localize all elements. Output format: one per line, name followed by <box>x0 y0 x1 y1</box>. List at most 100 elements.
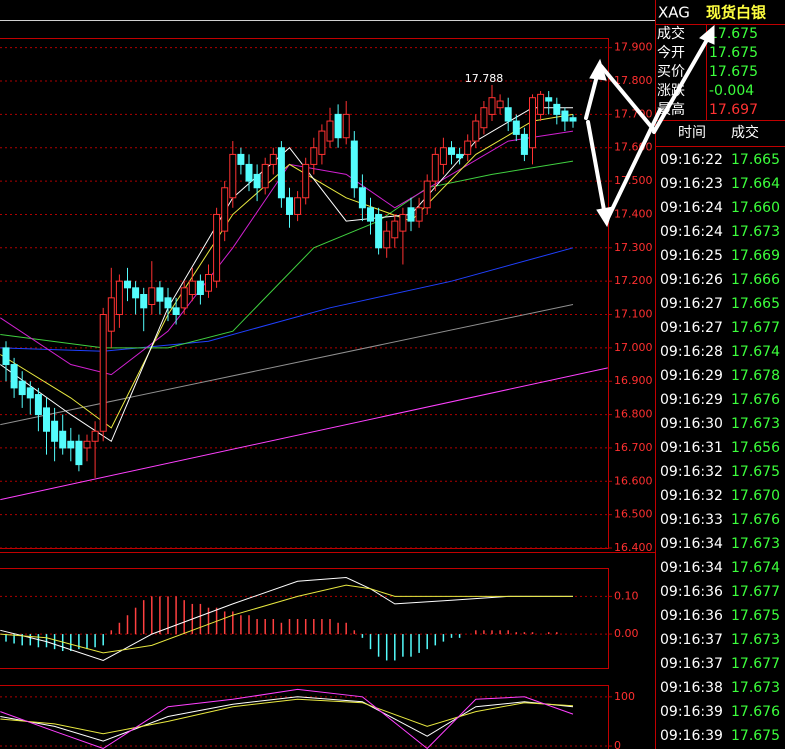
y-tick-label: 100 <box>614 690 635 703</box>
annotation: 17.788 <box>465 72 504 85</box>
candle-body <box>156 287 164 302</box>
trade-price: 17.677 <box>731 320 780 336</box>
candle-body <box>367 207 374 222</box>
candle-body <box>456 153 464 159</box>
trade-price: 17.665 <box>731 152 780 168</box>
trade-price: 17.673 <box>731 416 780 432</box>
trade-time: 09:16:29 <box>660 368 723 384</box>
candle-body <box>261 163 269 189</box>
y-tick-label: 17.900 <box>614 41 653 54</box>
trade-price: 17.674 <box>731 560 780 576</box>
trade-time: 09:16:23 <box>660 176 723 192</box>
candle-body <box>91 430 99 442</box>
candle-body <box>140 294 148 309</box>
candle-body <box>59 430 67 449</box>
candle-body <box>350 140 358 189</box>
candle-body <box>334 113 342 139</box>
candle-body <box>448 147 455 155</box>
candle-body <box>286 197 293 215</box>
trade-time: 09:16:38 <box>660 680 723 696</box>
trade-price: 17.669 <box>731 248 780 264</box>
candle-body <box>196 280 204 296</box>
candle-body <box>553 103 561 115</box>
y-tick-label: 17.400 <box>614 207 653 220</box>
candle-body <box>415 207 423 222</box>
y-tick-label: 17.200 <box>614 274 653 287</box>
quote-label: 买价 <box>657 64 685 80</box>
candle-body <box>34 394 42 416</box>
candle-body <box>83 440 91 449</box>
y-tick-label: 17.800 <box>614 74 653 87</box>
y-tick-label: 16.700 <box>614 441 653 454</box>
candle-body <box>180 287 188 309</box>
trade-price: 17.673 <box>731 632 780 648</box>
candle-body <box>569 117 577 122</box>
y-tick-label: 17.600 <box>614 141 653 154</box>
candle-body <box>512 120 520 135</box>
candle-body <box>294 197 302 215</box>
plots: 16.400 16.500 16.600 16.700 16.800 16.900 17.0… <box>0 41 653 749</box>
candle-body <box>326 120 334 142</box>
quote-value: 17.675 <box>709 26 758 42</box>
arrow-head <box>699 24 715 45</box>
candle-body <box>269 153 277 165</box>
candle-body <box>124 280 131 289</box>
symbol: XAG <box>658 4 690 22</box>
trade-price: 17.673 <box>731 680 780 696</box>
trade-price: 17.673 <box>731 224 780 240</box>
candle-body <box>407 207 415 222</box>
trade-time: 09:16:39 <box>660 704 723 720</box>
trade-time: 09:16:31 <box>660 440 723 456</box>
indicator-line <box>0 367 608 501</box>
trade-price: 17.675 <box>731 464 780 480</box>
arrow <box>605 108 662 222</box>
y-tick-label: 16.800 <box>614 408 653 421</box>
candle-body <box>115 280 123 316</box>
candle-body <box>253 173 261 189</box>
candle-body <box>520 133 528 155</box>
candle-body <box>75 440 83 466</box>
trade-price: 17.675 <box>731 728 780 744</box>
candle-body <box>148 287 156 306</box>
trade-time: 09:16:39 <box>660 728 723 744</box>
indicator-line <box>0 688 574 749</box>
trade-time: 09:16:32 <box>660 488 723 504</box>
trade-time: 09:16:36 <box>660 608 723 624</box>
table-header: 时间 <box>678 125 706 141</box>
candle-body <box>277 147 285 199</box>
candle-body <box>237 153 245 165</box>
macd-frame <box>0 568 609 669</box>
trade-time: 09:16:37 <box>660 632 723 648</box>
arrow <box>599 64 656 132</box>
candle-body <box>439 147 447 165</box>
trade-price: 17.656 <box>731 440 780 456</box>
candle-body <box>18 380 26 396</box>
trade-time: 09:16:24 <box>660 224 723 240</box>
candle-body <box>537 93 545 115</box>
trade-time: 09:16:32 <box>660 464 723 480</box>
candle-body <box>302 163 310 199</box>
indicator-line <box>0 160 574 349</box>
y-tick-label: 17.500 <box>614 174 653 187</box>
trade-time: 09:16:30 <box>660 416 723 432</box>
trade-price: 17.676 <box>731 392 780 408</box>
candle-body <box>480 107 488 129</box>
candle-body <box>529 97 536 149</box>
trade-time: 09:16:37 <box>660 656 723 672</box>
candle-body <box>26 387 34 399</box>
candle-body <box>99 314 107 432</box>
y-tick-label: 17.000 <box>614 341 653 354</box>
candle-body <box>318 130 326 155</box>
candle-body <box>383 230 391 249</box>
main-frame <box>0 38 609 549</box>
candle-body <box>399 213 407 232</box>
candle-body <box>391 220 399 239</box>
trade-time: 09:16:22 <box>660 152 723 168</box>
candle-body <box>545 97 553 102</box>
indicator-line <box>0 130 574 376</box>
y-tick-label: 16.600 <box>614 474 653 487</box>
trade-price: 17.677 <box>731 584 780 600</box>
